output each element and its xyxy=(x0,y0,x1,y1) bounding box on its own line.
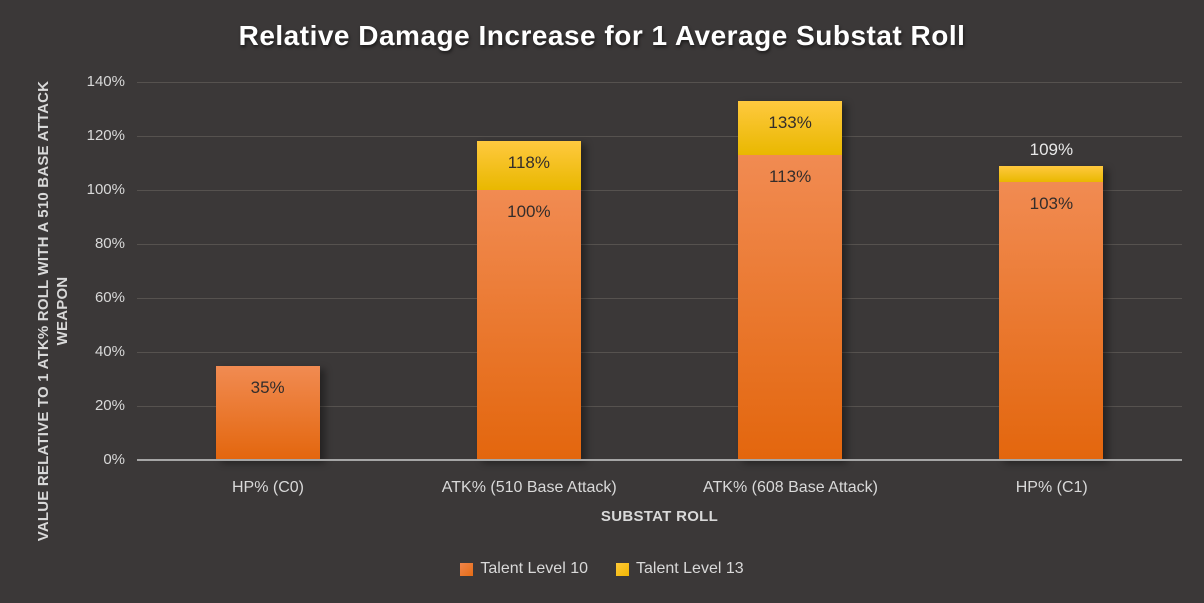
y-tick-label: 40% xyxy=(94,343,125,360)
legend-item: Talent Level 10 xyxy=(460,560,588,578)
y-tick-label: 20% xyxy=(94,397,125,414)
gridline xyxy=(137,243,1182,245)
y-tick-label: 60% xyxy=(94,289,125,306)
bar-hp-c0 xyxy=(215,365,320,460)
gridline xyxy=(137,351,1182,353)
legend-label: Talent Level 13 xyxy=(636,560,744,577)
x-tick-label: ATK% (510 Base Attack) xyxy=(441,479,617,496)
plot-area: 0% 20% 40% 60% 80% 100% 120% 140% 35% HP% (C0) 100… xyxy=(87,73,1182,496)
y-tick-label: 120% xyxy=(86,127,125,144)
x-axis-title: SUBSTAT ROLL xyxy=(600,508,719,525)
data-label: 133% xyxy=(768,112,812,132)
y-axis-title-line1: VALUE RELATIVE TO 1 ATK% ROLL WITH A 510… xyxy=(35,80,52,542)
gridline xyxy=(137,189,1182,191)
bar-segment-talent-level-13 xyxy=(476,141,581,190)
legend-item: Talent Level 13 xyxy=(616,560,744,578)
chart-title: Relative Damage Increase for 1 Average S… xyxy=(238,20,966,51)
legend-swatch xyxy=(616,562,629,576)
bar-segment-talent-level-10 xyxy=(215,365,320,460)
gridline xyxy=(137,297,1182,299)
bar-atk-608-base-attack xyxy=(738,100,843,460)
gridline xyxy=(137,405,1182,407)
y-axis-title-line2: WEAPON xyxy=(54,276,71,346)
bar-segment-talent-level-10 xyxy=(738,154,843,460)
bar-hp-c1 xyxy=(999,165,1104,460)
bar-atk-510-base-attack xyxy=(476,141,581,460)
bar-segment-talent-level-10 xyxy=(476,189,581,460)
data-label: 35% xyxy=(250,377,285,397)
legend-label: Talent Level 10 xyxy=(480,560,588,577)
y-tick-label: 0% xyxy=(103,451,125,468)
data-label: 113% xyxy=(769,166,812,186)
y-tick-label: 140% xyxy=(86,73,125,90)
bar-segment-talent-level-10 xyxy=(999,181,1104,460)
legend-swatch xyxy=(460,562,474,576)
x-tick-label: HP% (C1) xyxy=(1015,479,1088,496)
y-tick-label: 80% xyxy=(94,235,125,252)
y-tick-label: 100% xyxy=(86,181,125,198)
gridline xyxy=(137,135,1182,137)
x-tick-label: HP% (C0) xyxy=(231,479,304,496)
x-tick-label: ATK% (608 Base Attack) xyxy=(703,479,878,496)
data-label: 103% xyxy=(1029,193,1074,213)
data-label: 118% xyxy=(507,153,550,173)
gridline xyxy=(137,81,1182,83)
legend: Talent Level 10 Talent Level 13 xyxy=(0,560,1204,578)
data-label: 100% xyxy=(507,202,551,221)
bar-segment-talent-level-13 xyxy=(738,100,843,155)
x-axis-line xyxy=(137,459,1182,461)
bar-segment-talent-level-13 xyxy=(999,165,1104,182)
data-label: 109% xyxy=(1029,139,1074,159)
